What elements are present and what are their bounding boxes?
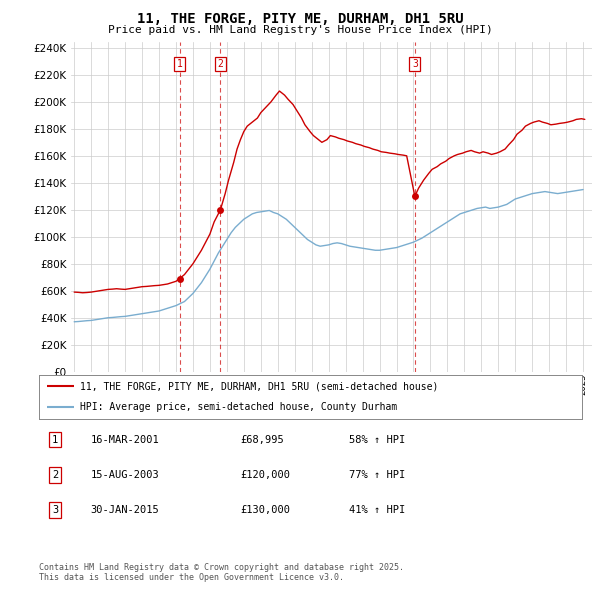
Text: 30-JAN-2015: 30-JAN-2015 xyxy=(91,506,160,515)
Text: £120,000: £120,000 xyxy=(240,470,290,480)
Text: 11, THE FORGE, PITY ME, DURHAM, DH1 5RU: 11, THE FORGE, PITY ME, DURHAM, DH1 5RU xyxy=(137,12,463,26)
Text: 3: 3 xyxy=(52,506,58,515)
Text: 2: 2 xyxy=(52,470,58,480)
Text: Price paid vs. HM Land Registry's House Price Index (HPI): Price paid vs. HM Land Registry's House … xyxy=(107,25,493,35)
Text: Contains HM Land Registry data © Crown copyright and database right 2025.
This d: Contains HM Land Registry data © Crown c… xyxy=(39,563,404,582)
Text: 77% ↑ HPI: 77% ↑ HPI xyxy=(349,470,405,480)
Text: £68,995: £68,995 xyxy=(240,435,284,444)
Text: 1: 1 xyxy=(52,435,58,444)
Text: 2: 2 xyxy=(217,59,223,69)
Text: £130,000: £130,000 xyxy=(240,506,290,515)
Text: 16-MAR-2001: 16-MAR-2001 xyxy=(91,435,160,444)
Text: 15-AUG-2003: 15-AUG-2003 xyxy=(91,470,160,480)
Text: 1: 1 xyxy=(176,59,182,69)
Text: 58% ↑ HPI: 58% ↑ HPI xyxy=(349,435,405,444)
Text: 3: 3 xyxy=(412,59,418,69)
Text: 41% ↑ HPI: 41% ↑ HPI xyxy=(349,506,405,515)
Text: HPI: Average price, semi-detached house, County Durham: HPI: Average price, semi-detached house,… xyxy=(80,402,397,411)
Text: 11, THE FORGE, PITY ME, DURHAM, DH1 5RU (semi-detached house): 11, THE FORGE, PITY ME, DURHAM, DH1 5RU … xyxy=(80,381,438,391)
